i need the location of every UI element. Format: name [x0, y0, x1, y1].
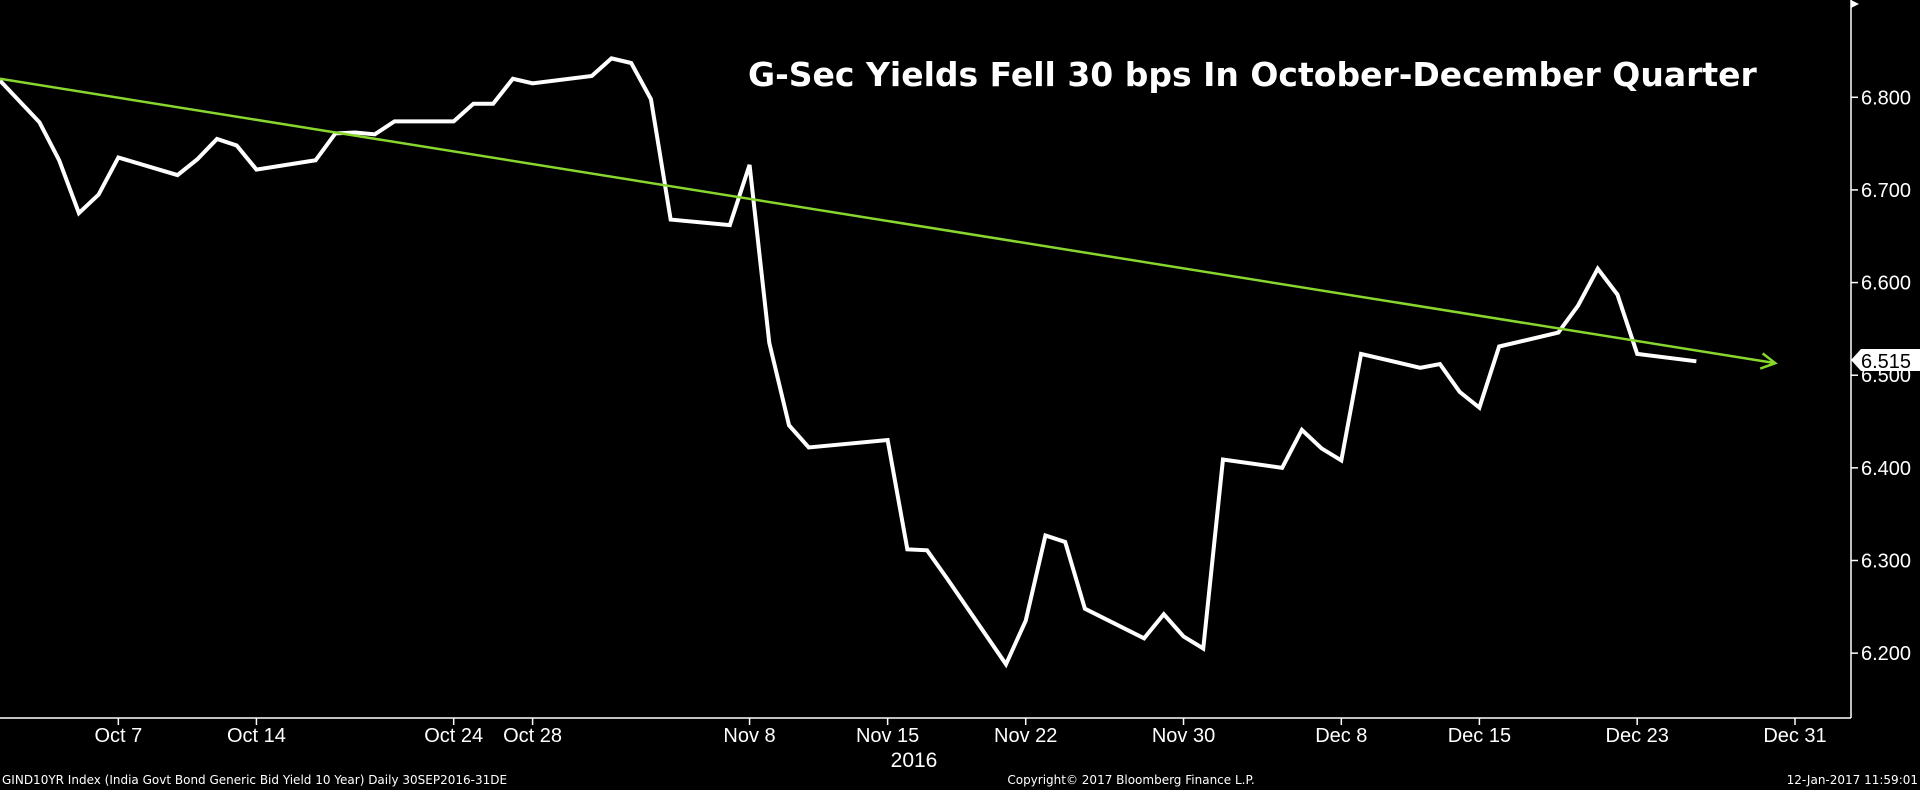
- y-tick-label: 6.600: [1861, 273, 1911, 295]
- trend-line: [0, 77, 1776, 365]
- y-tick-label: 6.300: [1861, 551, 1911, 573]
- x-tick-label: Oct 28: [503, 725, 562, 747]
- last-value-tag-shape: [1851, 349, 1920, 371]
- last-value-tag: 6.515: [1851, 349, 1920, 373]
- trend-arrow-head-icon: [1759, 352, 1778, 370]
- x-tick-label: Oct 14: [227, 725, 286, 747]
- x-tick-label: Nov 8: [723, 725, 775, 747]
- x-tick-label: Oct 7: [94, 725, 142, 747]
- x-tick-label: Nov 22: [994, 725, 1057, 747]
- axes: [0, 0, 1859, 719]
- x-tick-label: Dec 15: [1448, 725, 1511, 747]
- footer-index-description: GIND10YR Index (India Govt Bond Generic …: [2, 773, 507, 787]
- x-axis-year-label: 2016: [891, 749, 938, 772]
- footer-timestamp: 12-Jan-2017 11:59:01: [1787, 773, 1918, 787]
- last-value-label: 6.515: [1861, 351, 1911, 373]
- x-tick-label: Nov 30: [1152, 725, 1215, 747]
- x-tick-label: Oct 24: [424, 725, 483, 747]
- x-tick-label: Dec 31: [1763, 725, 1826, 747]
- x-tick-label: Nov 15: [856, 725, 919, 747]
- y-tick-label: 6.700: [1861, 180, 1911, 202]
- axis-top-arrow-icon: [1851, 0, 1859, 8]
- chart-title: G-Sec Yields Fell 30 bps In October-Dece…: [748, 55, 1758, 94]
- series-layer: [0, 56, 1778, 669]
- footer-copyright: Copyright© 2017 Bloomberg Finance L.P.: [1007, 773, 1254, 787]
- x-axis-ticks: Oct 7 Oct 14 Oct 24 Oct 28 Nov 8 Nov 15 Nov 22…: [94, 718, 1827, 747]
- x-tick-label: Dec 8: [1315, 725, 1367, 747]
- y-tick-label: 6.200: [1861, 643, 1911, 665]
- x-tick-label: Dec 23: [1606, 725, 1669, 747]
- y-tick-label: 6.400: [1861, 458, 1911, 480]
- y-tick-label: 6.800: [1861, 87, 1911, 109]
